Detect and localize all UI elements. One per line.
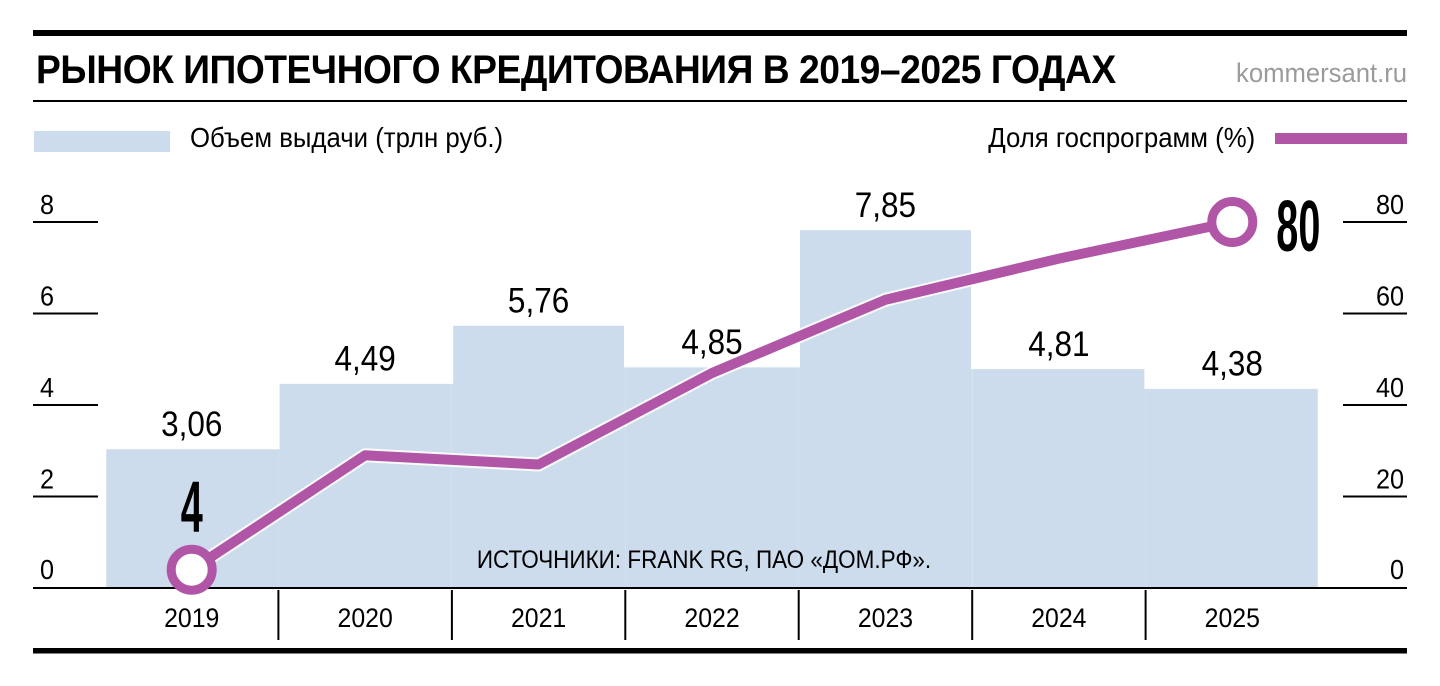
bar-value-2024: 4,81: [1028, 325, 1089, 364]
legend-bar-swatch: [34, 131, 170, 152]
year-label-2022: 2022: [684, 604, 739, 633]
y-axis-left: 0 2 4 6 8: [33, 189, 98, 586]
right-tick-label-80: 80: [1376, 189, 1404, 221]
right-tick-label-0: 0: [1390, 554, 1404, 586]
year-label-2024: 2024: [1031, 604, 1086, 633]
year-label-2020: 2020: [338, 604, 393, 633]
year-label-2023: 2023: [858, 604, 913, 633]
bar-value-2019: 3,06: [161, 406, 222, 445]
year-label-2025: 2025: [1205, 604, 1260, 633]
bottom-rule: [33, 648, 1407, 654]
y-axis-right: 0 20 40 60 80: [1343, 189, 1407, 586]
point-label-2025: 80: [1276, 187, 1320, 268]
source-note: ИСТОЧНИКИ: FRANK RG, ПАО «ДОМ.РФ».: [477, 546, 931, 574]
line-series: 4 80: [166, 187, 1320, 595]
left-tick-label-6: 6: [40, 280, 54, 312]
legend-line-label: Доля госпрограмм (%): [988, 122, 1255, 153]
right-tick-label-20: 20: [1376, 463, 1404, 495]
bar-value-labels: 3,06 4,49 5,76 4,85 7,85 4,81 4,38: [161, 186, 1263, 444]
year-label-2019: 2019: [164, 604, 219, 633]
left-tick-label-4: 4: [40, 372, 54, 404]
left-tick-label-2: 2: [40, 463, 54, 495]
bar-2020: [278, 382, 452, 588]
top-rule: [33, 30, 1407, 36]
left-tick-label-8: 8: [40, 189, 54, 221]
right-tick-label-40: 40: [1376, 372, 1404, 404]
bar-2024: [972, 367, 1146, 588]
bar-value-2022: 4,85: [681, 324, 742, 363]
point-label-2019: 4: [181, 467, 203, 548]
bar-value-2020: 4,49: [335, 340, 396, 379]
bar-value-2025: 4,38: [1202, 345, 1263, 384]
bar-value-2023: 7,85: [855, 186, 916, 225]
right-tick-label-60: 60: [1376, 280, 1404, 312]
title-divider: [33, 100, 1407, 102]
bar-2025: [1145, 387, 1319, 588]
bars-group: [105, 228, 1319, 588]
year-label-2021: 2021: [511, 604, 566, 633]
left-tick-label-0: 0: [40, 554, 54, 586]
legend-bar-label: Объем выдачи (трлн руб.): [190, 122, 504, 153]
legend-line-swatch: [1275, 133, 1407, 144]
site-link[interactable]: kommersant.ru: [1235, 58, 1407, 88]
line-path: [186, 217, 1238, 575]
marker-2019: [166, 544, 217, 595]
x-axis: 2019 2020 2021 2022 2023 2024 2025: [33, 587, 1407, 654]
page-title: РЫНОК ИПОТЕЧНОГО КРЕДИТОВАНИЯ В 2019–202…: [36, 48, 1116, 92]
bar-value-2021: 5,76: [508, 282, 569, 321]
marker-2025: [1207, 197, 1258, 247]
